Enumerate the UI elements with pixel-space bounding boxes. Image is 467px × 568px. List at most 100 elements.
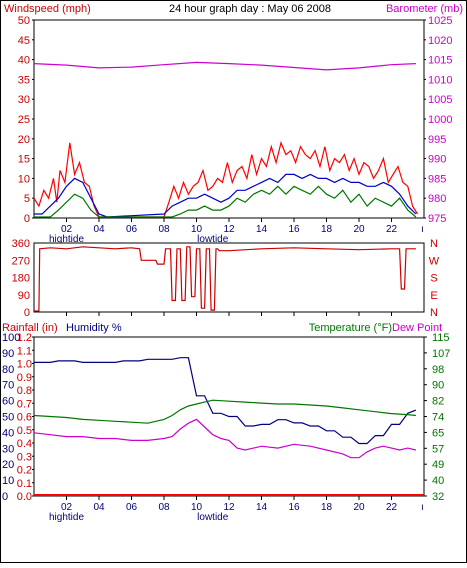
panel3-x-tick-label: 06 (126, 502, 138, 513)
wind-y-tick-label: 15 (18, 154, 30, 166)
panel1-x-tick-label: 10 (191, 224, 203, 235)
humidity-y-tick-label: 80 (2, 364, 14, 376)
temp-y-tick-label: 90 (432, 380, 444, 392)
temperature-axis-title: Temperature (°F) (309, 322, 392, 334)
temp-y-tick-label: 65 (432, 427, 444, 439)
humidity-y-tick-label: 40 (2, 427, 14, 439)
rain-y-tick-label: 0.2 (17, 465, 32, 477)
baro-y-tick-label: 990 (428, 154, 446, 166)
wind-y-tick-label: 5 (24, 193, 30, 205)
series-line-gust (33, 140, 419, 218)
panel1-x-tick-label: 16 (288, 224, 300, 235)
wind-y-tick-label: 10 (18, 173, 30, 185)
humidity-y-tick-label: 0 (2, 491, 8, 503)
humidity-y-tick-label: 50 (2, 412, 14, 424)
rain-y-tick-label: 0.4 (17, 438, 32, 450)
baro-y-tick-label: 980 (428, 193, 446, 205)
temp-y-tick-label: 74 (432, 412, 444, 424)
dir-y-tick-label: 360 (12, 238, 30, 250)
baro-y-tick-label: 1010 (428, 74, 452, 86)
panel3-x-tick-label: 10 (191, 502, 203, 513)
panel3-x-tick-label: 08 (158, 502, 170, 513)
dir-compass-label: N (430, 238, 438, 250)
dir-y-tick-label: 270 (12, 255, 30, 267)
panel1-x-tick-label: 06 (126, 224, 138, 235)
baro-y-tick-label: 1000 (428, 114, 452, 126)
rain-y-tick-label: 1.2 (17, 332, 32, 344)
panel1-x-tick-label: 02 (61, 224, 73, 235)
series-line-min (34, 185, 417, 218)
panel1-tide-label-low: lowtide (197, 234, 229, 245)
windspeed-axis-title: Windspeed (mph) (4, 3, 91, 15)
panel3-x-tick-label: 16 (288, 502, 300, 513)
panel3-x-tick-label: 12 (223, 502, 235, 513)
dewpoint-axis-title: Dew Point (392, 322, 442, 334)
wind-y-tick-label: 0 (24, 213, 30, 225)
humidity-y-tick-label: 10 (2, 475, 14, 487)
series-line-hum (34, 357, 417, 445)
wind-y-tick-label: 45 (18, 35, 30, 47)
dir-compass-label: E (430, 290, 437, 302)
baro-y-tick-label: 995 (428, 134, 446, 146)
baro-y-tick-label: 1025 (428, 15, 452, 27)
panel1-x-tick-end: ı (421, 224, 424, 235)
series-line-dew (33, 418, 417, 459)
baro-y-tick-label: 1015 (428, 55, 452, 67)
wind-y-tick-label: 35 (18, 74, 30, 86)
panel1-x-tick-label: 20 (353, 224, 365, 235)
temp-y-tick-label: 107 (432, 348, 450, 360)
panel3-x-tick-end: ı (421, 502, 424, 513)
barometer-axis-title: Barometer (mb) (386, 3, 463, 15)
humidity-y-tick-label: 100 (2, 332, 20, 344)
rain-y-tick-label: 0.9 (17, 372, 32, 384)
panel1-x-tick-label: 08 (158, 224, 170, 235)
rain-y-tick-label: 0.3 (17, 451, 32, 463)
baro-y-tick-label: 1005 (428, 94, 452, 106)
dir-y-tick-label: 0 (24, 307, 30, 319)
temp-y-tick-label: 49 (432, 459, 444, 471)
wind-y-tick-label: 25 (18, 114, 30, 126)
series-line-baro (33, 61, 416, 71)
chart-title: 24 hour graph day : May 06 2008 (169, 3, 331, 15)
rain-y-tick-label: 0.8 (17, 385, 32, 397)
temp-y-tick-label: 98 (432, 364, 444, 376)
panel3-tide-label-high: hightide (49, 512, 84, 523)
temp-y-tick-label: 82 (432, 396, 444, 408)
panel1-x-tick-label: 04 (93, 224, 105, 235)
panel3-x-tick-label: 02 (61, 502, 73, 513)
humidity-y-tick-label: 20 (2, 459, 14, 471)
humidity-y-tick-label: 90 (2, 348, 14, 360)
dir-compass-label: W (429, 255, 440, 267)
rain-y-tick-label: 0.0 (17, 491, 32, 503)
dir-y-tick-label: 180 (12, 273, 30, 285)
humidity-y-tick-label: 60 (2, 396, 14, 408)
panel3-x-tick-label: 04 (93, 502, 105, 513)
rain-y-tick-label: 0.1 (17, 478, 32, 490)
dir-compass-label: N (430, 307, 438, 319)
panel1-x-tick-label: 12 (223, 224, 235, 235)
humidity-y-tick-label: 30 (2, 443, 14, 455)
rain-y-tick-label: 0.6 (17, 412, 32, 424)
wind-y-tick-label: 30 (18, 94, 30, 106)
panel3-x-tick-label: 22 (386, 502, 398, 513)
panel1-tide-label-high: hightide (49, 234, 84, 245)
panel3-x-tick-label: 18 (321, 502, 333, 513)
wind-y-tick-label: 50 (18, 15, 30, 27)
rain-y-tick-label: 1.1 (17, 345, 32, 357)
baro-y-tick-label: 975 (428, 213, 446, 225)
rainfall-axis-title: Rainfall (in) (2, 322, 58, 334)
series-line-avg (34, 173, 417, 218)
series-line-temp (33, 399, 416, 424)
panel1-x-tick-label: 18 (321, 224, 333, 235)
baro-y-tick-label: 985 (428, 173, 446, 185)
temp-y-tick-label: 40 (432, 475, 444, 487)
dir-compass-label: S (430, 273, 437, 285)
series-line-dir (34, 246, 416, 312)
humidity-axis-title: Humidity % (66, 322, 122, 334)
temp-y-tick-label: 115 (432, 332, 450, 344)
panel3-x-tick-label: 20 (353, 502, 365, 513)
wind-y-tick-label: 20 (18, 134, 30, 146)
panel1-plot-area (33, 19, 425, 219)
